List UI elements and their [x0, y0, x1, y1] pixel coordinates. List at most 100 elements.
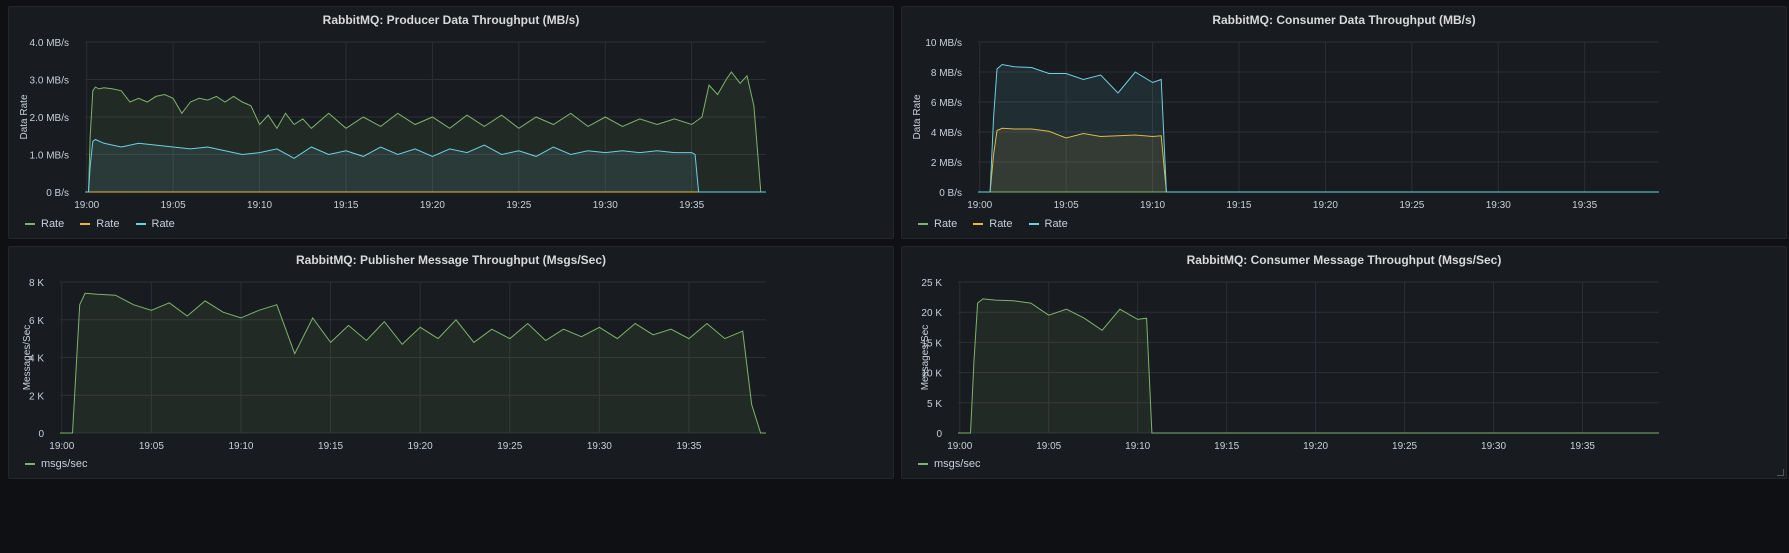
series-area-1: [978, 128, 1659, 192]
x-tick-label: 19:15: [1226, 200, 1251, 211]
series-line-0: [60, 292, 766, 434]
y-tick-label: 8 K: [29, 278, 44, 289]
x-tick-label: 19:10: [1125, 441, 1150, 452]
legend-swatch: [80, 223, 91, 225]
x-tick-label: 19:25: [497, 441, 522, 452]
x-tick-label: 19:20: [408, 441, 433, 452]
y-tick-label: 10 MB/s: [925, 38, 962, 49]
x-tick-label: 19:10: [228, 441, 253, 452]
series-line-1: [978, 127, 1659, 193]
y-tick-label: 0 B/s: [46, 188, 69, 199]
legend: Rate Rate Rate: [918, 218, 1068, 230]
x-tick-label: 19:00: [49, 441, 74, 452]
x-tick-label: 19:00: [967, 200, 992, 211]
resize-handle-icon[interactable]: [1777, 469, 1784, 476]
legend-item[interactable]: Rate: [80, 218, 120, 230]
x-tick-label: 19:30: [593, 200, 618, 211]
panel-title[interactable]: RabbitMQ: Consumer Message Throughput (M…: [1186, 253, 1502, 267]
panel-consumer-message-throughput[interactable]: RabbitMQ: Consumer Message Throughput (M…: [901, 246, 1787, 479]
y-tick-label: 8 MB/s: [931, 68, 962, 79]
x-tick-label: 19:05: [1054, 200, 1079, 211]
series-area-0: [85, 72, 766, 192]
chart: 0 5 K 10 K 15 K 20 K 25 K 19:00 19:05 19:10 19:15…: [920, 278, 1659, 452]
x-tick-label: 19:00: [74, 200, 99, 211]
legend-label: Rate: [934, 218, 958, 230]
x-tick-label: 19:15: [1214, 441, 1239, 452]
x-tick-label: 19:20: [420, 200, 445, 211]
x-tick-label: 19:00: [947, 441, 972, 452]
x-tick-label: 19:25: [506, 200, 531, 211]
y-tick-label: 2.0 MB/s: [30, 113, 69, 124]
legend-item[interactable]: msgs/sec: [918, 458, 980, 470]
y-tick-label: 1.0 MB/s: [30, 151, 69, 162]
legend-swatch: [25, 463, 35, 465]
y-axis-label: Data Rate: [19, 94, 30, 139]
y-tick-label: 0 B/s: [939, 188, 962, 199]
legend-swatch: [918, 463, 928, 465]
y-tick-label: 2 MB/s: [931, 158, 962, 169]
y-axis-label: Data Rate: [912, 94, 923, 139]
legend-item[interactable]: Rate: [25, 218, 64, 230]
x-tick-label: 19:25: [1392, 441, 1417, 452]
x-tick-label: 19:35: [1570, 441, 1595, 452]
y-tick-label: 2 K: [29, 391, 44, 402]
series-line-0: [85, 71, 766, 193]
series-area-0: [60, 293, 766, 433]
series-area-2: [978, 64, 1659, 192]
legend-item[interactable]: Rate: [918, 218, 957, 230]
panel-title[interactable]: RabbitMQ: Publisher Message Throughput (…: [295, 253, 607, 267]
legend-swatch: [918, 223, 928, 225]
legend-item[interactable]: Rate: [135, 218, 175, 230]
x-tick-label: 19:30: [587, 441, 612, 452]
x-tick-label: 19:10: [247, 200, 272, 211]
panel-producer-data-throughput[interactable]: RabbitMQ: Producer Data Throughput (MB/s…: [8, 6, 894, 239]
legend: Rate Rate Rate: [25, 218, 175, 230]
legend-swatch: [1028, 223, 1039, 225]
legend-swatch: [973, 223, 984, 225]
y-tick-label: 4 MB/s: [931, 128, 962, 139]
y-tick-label: 4 K: [29, 354, 44, 365]
legend-item[interactable]: Rate: [1028, 218, 1068, 230]
panel-consumer-data-throughput[interactable]: RabbitMQ: Consumer Data Throughput (MB/s…: [901, 6, 1787, 239]
series-line-0: [958, 298, 1659, 434]
legend-label: Rate: [96, 218, 120, 230]
legend: msgs/sec: [918, 458, 980, 470]
legend-swatch: [135, 223, 146, 225]
y-tick-label: 0: [38, 429, 44, 440]
x-tick-label: 19:15: [333, 200, 358, 211]
y-tick-label: 15 K: [921, 338, 942, 349]
x-tick-label: 19:15: [318, 441, 343, 452]
series-area-2: [85, 139, 766, 192]
x-tick-label: 19:35: [676, 441, 701, 452]
legend: msgs/sec: [25, 458, 87, 470]
y-tick-label: 4.0 MB/s: [30, 38, 69, 49]
y-tick-label: 3.0 MB/s: [30, 76, 69, 87]
y-tick-label: 20 K: [921, 308, 942, 319]
legend-label: msgs/sec: [934, 458, 981, 470]
x-tick-label: 19:35: [1572, 200, 1597, 211]
y-tick-label: 10 K: [921, 369, 942, 380]
legend-label: msgs/sec: [41, 458, 88, 470]
x-tick-label: 19:05: [161, 200, 186, 211]
x-tick-label: 19:20: [1313, 200, 1338, 211]
y-tick-label: 6 K: [29, 316, 44, 327]
series-line-2: [978, 63, 1659, 193]
series-area-0: [958, 298, 1659, 433]
chart: 0 B/s 2 MB/s 4 MB/s 6 MB/s 8 MB/s 10 MB/s 19:0…: [912, 38, 1659, 211]
legend-label: Rate: [41, 218, 65, 230]
y-tick-label: 5 K: [927, 399, 942, 410]
x-tick-label: 19:35: [679, 200, 704, 211]
chart: 0 2 K 4 K 6 K 8 K 19:00 19:05 19:10 19:15 19:20 19…: [22, 278, 766, 452]
panel-title[interactable]: RabbitMQ: Producer Data Throughput (MB/s…: [322, 13, 580, 27]
legend-item[interactable]: Rate: [973, 218, 1013, 230]
x-tick-label: 19:30: [1481, 441, 1506, 452]
legend-swatch: [25, 223, 35, 225]
y-tick-label: 25 K: [921, 278, 942, 289]
panel-publisher-message-throughput[interactable]: RabbitMQ: Publisher Message Throughput (…: [8, 246, 894, 479]
x-tick-label: 19:10: [1140, 200, 1165, 211]
y-axis-label: Messages/Sec: [920, 325, 931, 391]
series-line-2: [85, 138, 766, 193]
panel-title[interactable]: RabbitMQ: Consumer Data Throughput (MB/s…: [1212, 13, 1476, 27]
legend-item[interactable]: msgs/sec: [25, 458, 87, 470]
